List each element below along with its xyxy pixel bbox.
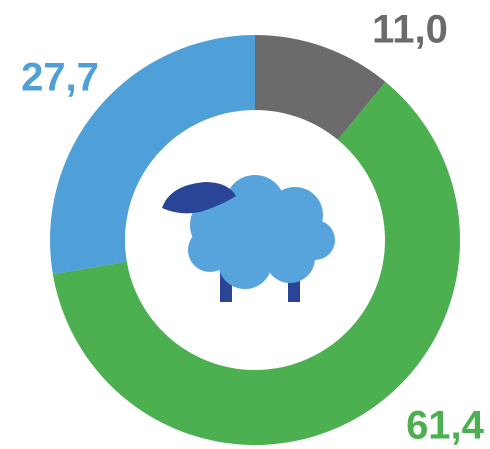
donut-segment: [255, 35, 386, 140]
data-label: 27,7: [21, 56, 99, 100]
data-label: 61,4: [406, 404, 485, 448]
donut-segment: [49, 35, 255, 275]
data-label: 11,0: [372, 8, 448, 52]
sheep-body: [188, 175, 335, 289]
sheep-icon: [162, 175, 335, 302]
donut-segment: [52, 81, 461, 445]
sheep-head: [162, 182, 236, 214]
